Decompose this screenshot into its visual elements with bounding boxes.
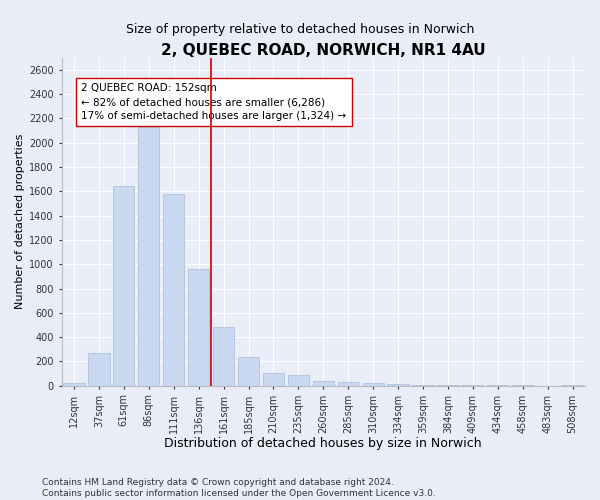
Bar xyxy=(88,353,110,386)
Bar xyxy=(362,384,384,386)
Bar xyxy=(113,186,134,386)
Text: Contains HM Land Registry data © Crown copyright and database right 2024.
Contai: Contains HM Land Registry data © Crown c… xyxy=(42,478,436,498)
Title: 2, QUEBEC ROAD, NORWICH, NR1 4AU: 2, QUEBEC ROAD, NORWICH, NR1 4AU xyxy=(161,42,485,58)
Y-axis label: Number of detached properties: Number of detached properties xyxy=(15,134,25,310)
Bar xyxy=(462,385,484,386)
Bar xyxy=(313,381,334,386)
Bar xyxy=(562,384,583,386)
Bar xyxy=(288,375,309,386)
Bar xyxy=(412,384,434,386)
Bar xyxy=(213,328,234,386)
Bar xyxy=(338,382,359,386)
Bar xyxy=(388,384,409,386)
Bar xyxy=(188,269,209,386)
Text: 2 QUEBEC ROAD: 152sqm
← 82% of detached houses are smaller (6,286)
17% of semi-d: 2 QUEBEC ROAD: 152sqm ← 82% of detached … xyxy=(82,83,347,121)
Bar xyxy=(437,385,458,386)
Bar xyxy=(163,194,184,386)
Bar xyxy=(238,357,259,386)
X-axis label: Distribution of detached houses by size in Norwich: Distribution of detached houses by size … xyxy=(164,437,482,450)
Bar xyxy=(64,383,85,386)
Bar xyxy=(263,373,284,386)
Bar xyxy=(138,127,160,386)
Text: Size of property relative to detached houses in Norwich: Size of property relative to detached ho… xyxy=(126,22,474,36)
